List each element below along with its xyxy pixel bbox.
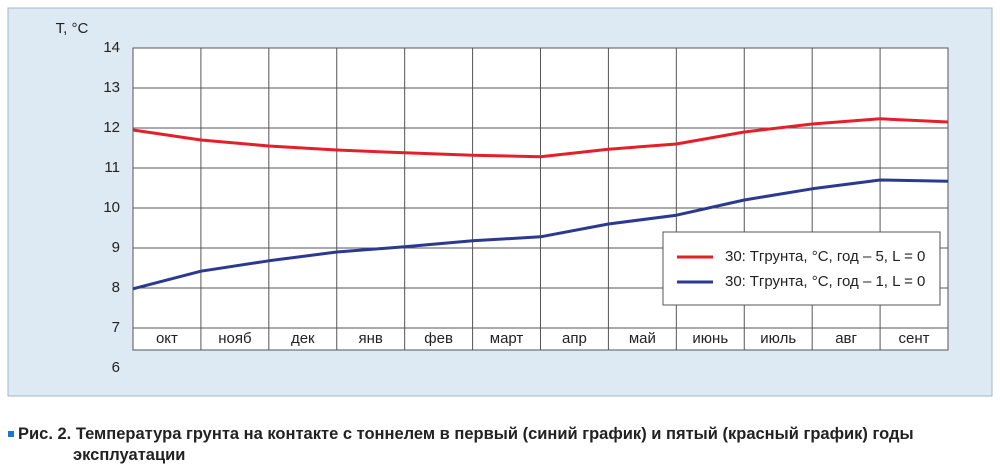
- series-line: [132, 178, 949, 291]
- x-tick-label: июнь: [692, 330, 728, 347]
- y-tick-label: 13: [103, 79, 120, 96]
- legend-label: 30: Tгрунта, °C, год – 1, L = 0: [725, 273, 925, 290]
- legend-box: [662, 231, 941, 306]
- y-tick-label: 10: [103, 199, 120, 216]
- y-tick-label: 11: [104, 159, 120, 176]
- caption: Рис. 2. Температура грунта на контакте с…: [18, 425, 914, 464]
- x-tick-label: авг: [835, 330, 857, 347]
- y-tick-label: 7: [112, 319, 120, 336]
- y-tick-label: 14: [103, 39, 120, 56]
- y-tick-label: 6: [112, 359, 120, 376]
- x-tick-label: окт: [156, 330, 178, 347]
- x-tick-label: нояб: [218, 330, 251, 347]
- y-tick-label: 12: [103, 119, 120, 136]
- y-tick-label: 9: [112, 239, 120, 256]
- x-tick-label: янв: [359, 330, 383, 347]
- x-tick-label: июль: [760, 330, 796, 347]
- x-tick-label: дек: [291, 330, 315, 347]
- x-tick-label: март: [490, 330, 524, 347]
- legend-label: 30: Tгрунта, °C, год – 5, L = 0: [725, 248, 925, 265]
- y-tick-label: 8: [112, 279, 120, 296]
- x-tick-label: апр: [562, 330, 587, 347]
- chart: T, °C 6 7 8 9 10 11 12 13 14 окт нояб дек янв фев март…: [7, 7, 993, 397]
- series-line: [132, 117, 949, 159]
- x-tick-label: фев: [424, 330, 453, 347]
- x-tick-label: сент: [899, 330, 930, 347]
- y-axis-label: T, °C: [56, 20, 89, 37]
- caption-bullet: [8, 431, 14, 437]
- x-tick-label: май: [629, 330, 656, 347]
